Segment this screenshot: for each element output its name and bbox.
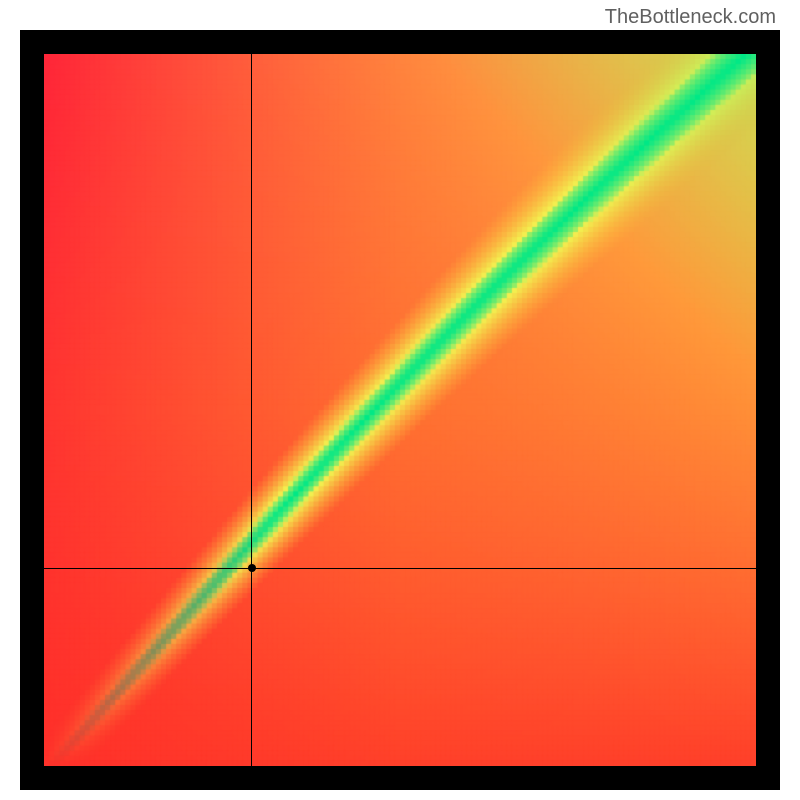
bottleneck-heatmap	[44, 54, 756, 766]
crosshair-horizontal	[44, 568, 756, 569]
crosshair-vertical	[251, 54, 252, 766]
watermark-text: TheBottleneck.com	[605, 6, 776, 29]
crosshair-marker	[248, 564, 256, 572]
chart-container: TheBottleneck.com	[0, 0, 800, 800]
